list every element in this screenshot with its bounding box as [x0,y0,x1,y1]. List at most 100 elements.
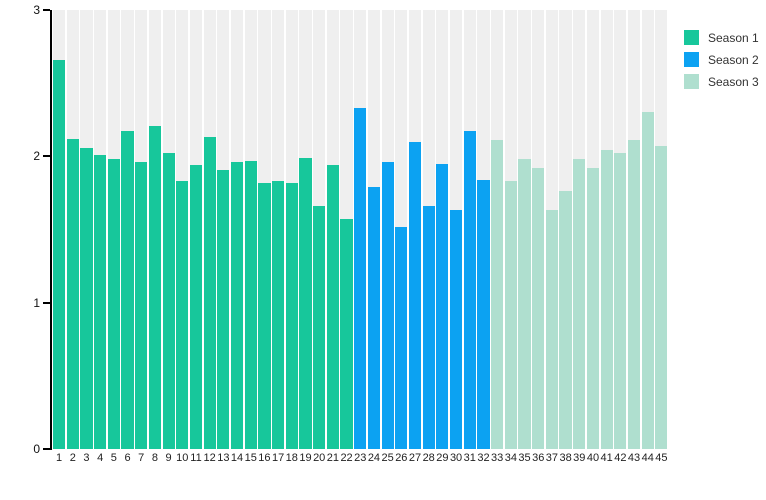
bar-season-1-episode-7[interactable] [135,162,148,449]
y-tick-3 [43,9,50,11]
x-tick-label-31: 31 [463,452,476,464]
bar-season-1-episode-20[interactable] [313,206,326,449]
column-3 [80,10,93,449]
bar-season-1-episode-21[interactable] [326,165,339,449]
legend-item-season-3[interactable]: Season 3 [684,74,759,89]
bar-season-1-episode-4[interactable] [94,154,107,449]
column-27 [408,10,422,449]
bar-season-2-episode-32[interactable] [477,179,490,449]
bar-season-3-episode-41[interactable] [600,150,613,449]
column-19 [299,10,312,449]
x-tick-label-22: 22 [340,452,353,464]
y-tick-label-3: 3 [33,3,40,17]
bar-season-3-episode-36[interactable] [532,168,545,449]
column-9 [162,10,175,449]
column-10 [176,10,189,449]
column-6 [121,10,134,449]
x-tick-label-13: 13 [217,452,230,464]
bar-season-2-episode-24[interactable] [367,187,381,449]
bar-season-1-episode-22[interactable] [340,219,353,449]
bar-season-1-episode-16[interactable] [258,182,271,449]
column-18 [285,10,298,449]
column-29 [436,10,449,449]
column-12 [203,10,216,449]
bar-season-1-episode-3[interactable] [80,147,93,449]
column-13 [217,10,230,449]
column-31 [463,10,476,449]
bar-season-1-episode-2[interactable] [66,138,79,449]
bar-season-3-episode-37[interactable] [545,210,558,449]
bar-season-2-episode-28[interactable] [422,206,435,449]
x-tick-label-43: 43 [627,452,641,464]
y-tick-2 [43,155,50,158]
legend-item-season-2[interactable]: Season 2 [684,52,759,67]
bar-season-3-episode-44[interactable] [641,112,654,449]
bar-season-2-episode-25[interactable] [381,162,394,449]
bar-season-2-episode-26[interactable] [395,226,408,449]
bar-season-1-episode-11[interactable] [189,165,203,449]
bar-season-3-episode-45[interactable] [655,146,668,449]
bar-season-3-episode-43[interactable] [627,140,641,449]
bar-season-1-episode-5[interactable] [107,159,120,449]
x-tick-label-42: 42 [614,452,627,464]
column-7 [135,10,148,449]
column-5 [107,10,120,449]
x-tick-label-8: 8 [151,452,158,464]
column-23 [354,10,367,449]
column-20 [313,10,326,449]
x-tick-label-20: 20 [313,452,326,464]
column-15 [244,10,257,449]
bar-season-1-episode-10[interactable] [176,181,189,449]
x-tick-label-17: 17 [271,452,285,464]
bar-season-3-episode-42[interactable] [614,153,627,449]
legend-item-season-1[interactable]: Season 1 [684,30,759,45]
x-tick-label-21: 21 [326,452,339,464]
column-28 [422,10,435,449]
x-tick-label-40: 40 [586,452,600,464]
x-tick-label-33: 33 [491,452,504,464]
bar-season-1-episode-19[interactable] [299,157,312,449]
bar-season-1-episode-18[interactable] [285,182,298,449]
bar-season-1-episode-15[interactable] [244,160,257,449]
column-16 [258,10,271,449]
x-tick-label-37: 37 [545,452,559,464]
bar-season-1-episode-17[interactable] [272,181,285,449]
bar-season-3-episode-38[interactable] [559,191,572,449]
bar-season-1-episode-1[interactable] [53,59,66,449]
bar-season-1-episode-12[interactable] [203,137,216,449]
x-tick-label-19: 19 [299,452,312,464]
column-32 [477,10,490,449]
x-tick-label-32: 32 [477,452,490,464]
bar-season-2-episode-31[interactable] [463,131,476,449]
x-tick-label-9: 9 [165,452,172,464]
bar-season-3-episode-34[interactable] [504,181,517,449]
bar-season-2-episode-29[interactable] [436,163,449,449]
column-4 [94,10,107,449]
bar-season-1-episode-6[interactable] [121,131,134,449]
column-45 [655,10,668,449]
y-tick-label-2: 2 [33,149,40,164]
x-tick-label-15: 15 [244,452,257,464]
bar-season-3-episode-39[interactable] [573,159,586,449]
y-axis-line [50,10,52,450]
x-tick-label-5: 5 [110,452,117,464]
plot-area [53,10,669,449]
x-tick-label-39: 39 [573,452,586,464]
column-24 [367,10,381,449]
bar-season-1-episode-8[interactable] [148,125,161,449]
column-33 [491,10,504,449]
bar-season-2-episode-23[interactable] [354,108,367,449]
column-35 [518,10,531,449]
bar-season-3-episode-33[interactable] [491,140,504,449]
column-39 [573,10,586,449]
x-tick-label-6: 6 [124,452,131,464]
bar-season-1-episode-13[interactable] [217,169,230,449]
bar-season-1-episode-14[interactable] [230,162,244,449]
x-tick-label-1: 1 [56,452,63,464]
bar-season-3-episode-35[interactable] [518,159,531,449]
bar-season-3-episode-40[interactable] [586,168,600,449]
bar-season-2-episode-30[interactable] [449,210,463,449]
bar-season-1-episode-9[interactable] [162,153,175,449]
bar-season-2-episode-27[interactable] [408,141,422,449]
column-22 [340,10,353,449]
